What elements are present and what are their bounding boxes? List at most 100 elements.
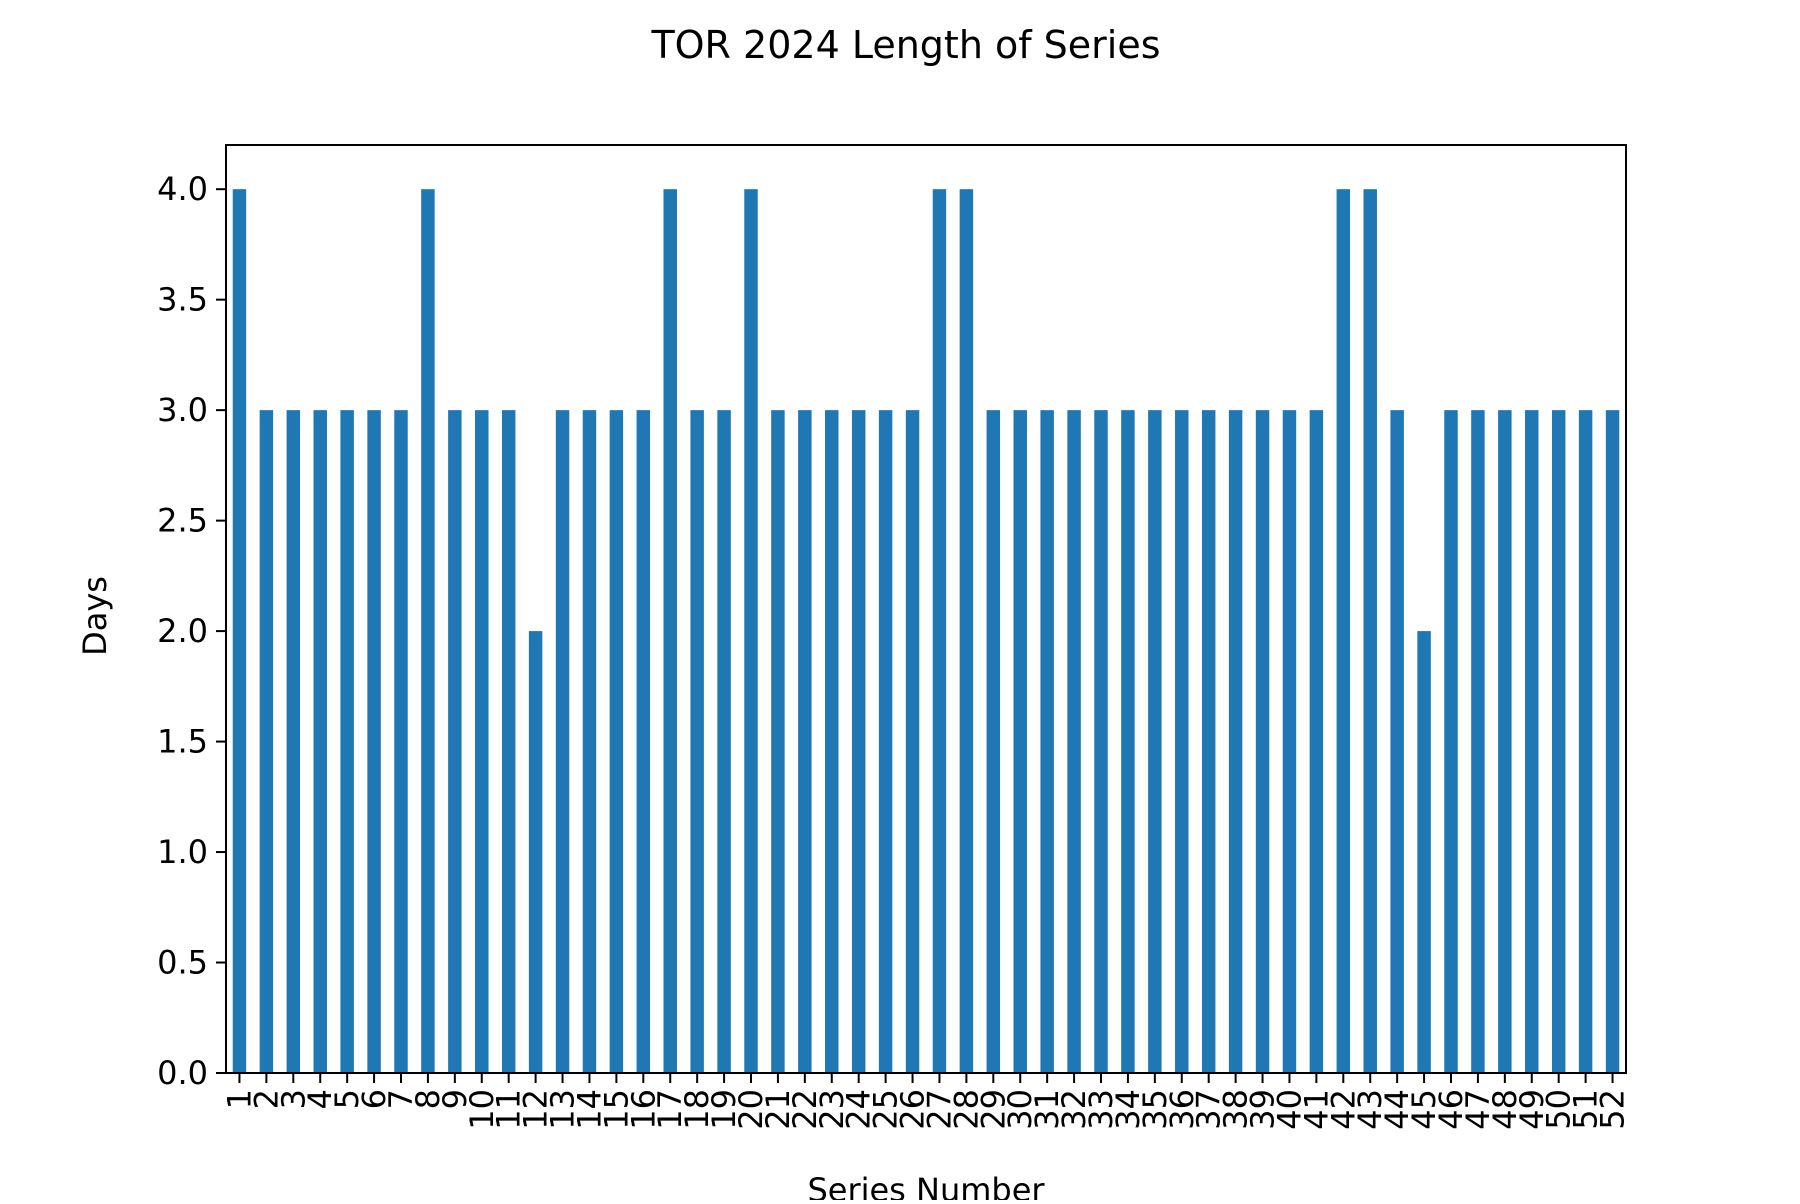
x-tick-label: 38 — [1217, 1089, 1255, 1130]
y-tick-label: 0.5 — [157, 944, 208, 982]
x-tick-label: 15 — [597, 1089, 635, 1130]
x-tick-label: 16 — [624, 1089, 662, 1130]
bar-2 — [259, 410, 274, 1073]
y-tick-label: 2.0 — [157, 612, 208, 650]
x-tick-label: 20 — [732, 1089, 770, 1130]
bar-17 — [663, 189, 677, 1073]
x-tick-label: 37 — [1190, 1089, 1228, 1130]
x-tick-label: 5 — [328, 1089, 366, 1109]
bar-15 — [609, 410, 624, 1073]
x-tick-label: 41 — [1297, 1089, 1335, 1130]
x-tick-label: 52 — [1594, 1089, 1632, 1130]
bar-13 — [555, 410, 570, 1073]
x-tick-label: 11 — [490, 1089, 528, 1130]
y-tick-label: 1.5 — [157, 723, 208, 761]
x-tick-label: 31 — [1028, 1089, 1066, 1130]
x-tick-label: 9 — [436, 1089, 474, 1109]
y-axis-ticks: 0.0 0.5 1.0 1.5 2.0 2.5 3.0 3.5 4.0 — [157, 170, 226, 1092]
bar-7 — [394, 410, 408, 1073]
bar-35 — [1148, 410, 1162, 1073]
bar-16 — [636, 410, 651, 1073]
x-axis-label: Series Number — [807, 1171, 1045, 1200]
bar-22 — [798, 410, 812, 1073]
y-tick-label: 2.5 — [157, 502, 208, 540]
x-tick-label: 43 — [1351, 1089, 1389, 1130]
x-tick-label: 28 — [947, 1089, 985, 1130]
bar-37 — [1201, 410, 1216, 1073]
chart-title: TOR 2024 Length of Series — [650, 23, 1160, 67]
y-axis-label: Days — [76, 576, 114, 656]
bar-5 — [340, 410, 354, 1073]
bar-43 — [1363, 189, 1377, 1073]
bar-51 — [1578, 410, 1593, 1073]
bar-33 — [1094, 410, 1108, 1073]
y-tick-label: 0.0 — [157, 1054, 208, 1092]
x-tick-label: 2 — [247, 1089, 285, 1109]
bars-layer — [232, 189, 1620, 1073]
bar-50 — [1551, 410, 1566, 1073]
bar-27 — [932, 189, 947, 1073]
bar-29 — [986, 410, 1001, 1073]
bar-40 — [1282, 410, 1297, 1073]
bar-8 — [421, 189, 435, 1073]
x-tick-label: 30 — [1001, 1089, 1039, 1130]
x-tick-label: 48 — [1486, 1089, 1524, 1130]
x-tick-label: 17 — [651, 1089, 689, 1130]
x-tick-label: 12 — [517, 1089, 555, 1130]
y-tick-label: 1.0 — [157, 833, 208, 871]
bar-36 — [1175, 410, 1189, 1073]
bar-28 — [959, 189, 974, 1073]
bar-21 — [771, 410, 785, 1073]
x-tick-label: 4 — [301, 1089, 339, 1109]
bar-52 — [1605, 410, 1620, 1073]
x-tick-label: 23 — [813, 1089, 851, 1130]
bar-45 — [1417, 631, 1431, 1073]
x-tick-label: 3 — [274, 1089, 312, 1109]
plot-frame — [225, 144, 1627, 1074]
x-tick-label: 6 — [355, 1089, 393, 1109]
bar-41 — [1309, 410, 1324, 1073]
bar-32 — [1067, 410, 1081, 1073]
bar-49 — [1525, 410, 1539, 1073]
bar-48 — [1498, 410, 1512, 1073]
x-tick-label: 51 — [1567, 1089, 1605, 1130]
y-tick-label: 3.0 — [157, 391, 208, 429]
bar-34 — [1121, 410, 1135, 1073]
x-tick-label: 45 — [1405, 1089, 1443, 1130]
x-tick-label: 18 — [678, 1089, 716, 1130]
x-tick-label: 39 — [1244, 1089, 1282, 1130]
x-tick-label: 26 — [894, 1089, 932, 1130]
x-tick-label: 42 — [1324, 1089, 1362, 1130]
x-tick-label: 49 — [1513, 1089, 1551, 1130]
x-tick-label: 32 — [1055, 1089, 1093, 1130]
x-tick-label: 8 — [409, 1089, 447, 1109]
x-tick-label: 24 — [840, 1089, 878, 1130]
x-tick-label: 40 — [1270, 1089, 1308, 1130]
y-tick-label: 4.0 — [157, 170, 208, 208]
bar-4 — [313, 410, 327, 1073]
bar-46 — [1444, 410, 1458, 1073]
x-tick-label: 27 — [920, 1089, 958, 1130]
bar-20 — [744, 189, 758, 1073]
x-tick-label: 36 — [1163, 1089, 1201, 1130]
bar-10 — [475, 410, 489, 1073]
bar-23 — [825, 410, 839, 1073]
bar-26 — [905, 410, 920, 1073]
bar-38 — [1228, 410, 1243, 1073]
bar-47 — [1471, 410, 1485, 1073]
x-tick-label: 46 — [1432, 1089, 1470, 1130]
bar-6 — [367, 410, 381, 1073]
x-tick-label: 22 — [786, 1089, 824, 1130]
x-tick-label: 35 — [1136, 1089, 1174, 1130]
x-tick-label: 47 — [1459, 1089, 1497, 1130]
bar-42 — [1336, 189, 1351, 1073]
y-tick-label: 3.5 — [157, 281, 208, 319]
x-tick-label: 10 — [463, 1089, 501, 1130]
x-tick-label: 7 — [382, 1089, 420, 1109]
bar-11 — [501, 410, 516, 1073]
x-tick-label: 1 — [220, 1089, 258, 1109]
bar-1 — [232, 189, 247, 1073]
x-tick-label: 13 — [544, 1089, 582, 1130]
